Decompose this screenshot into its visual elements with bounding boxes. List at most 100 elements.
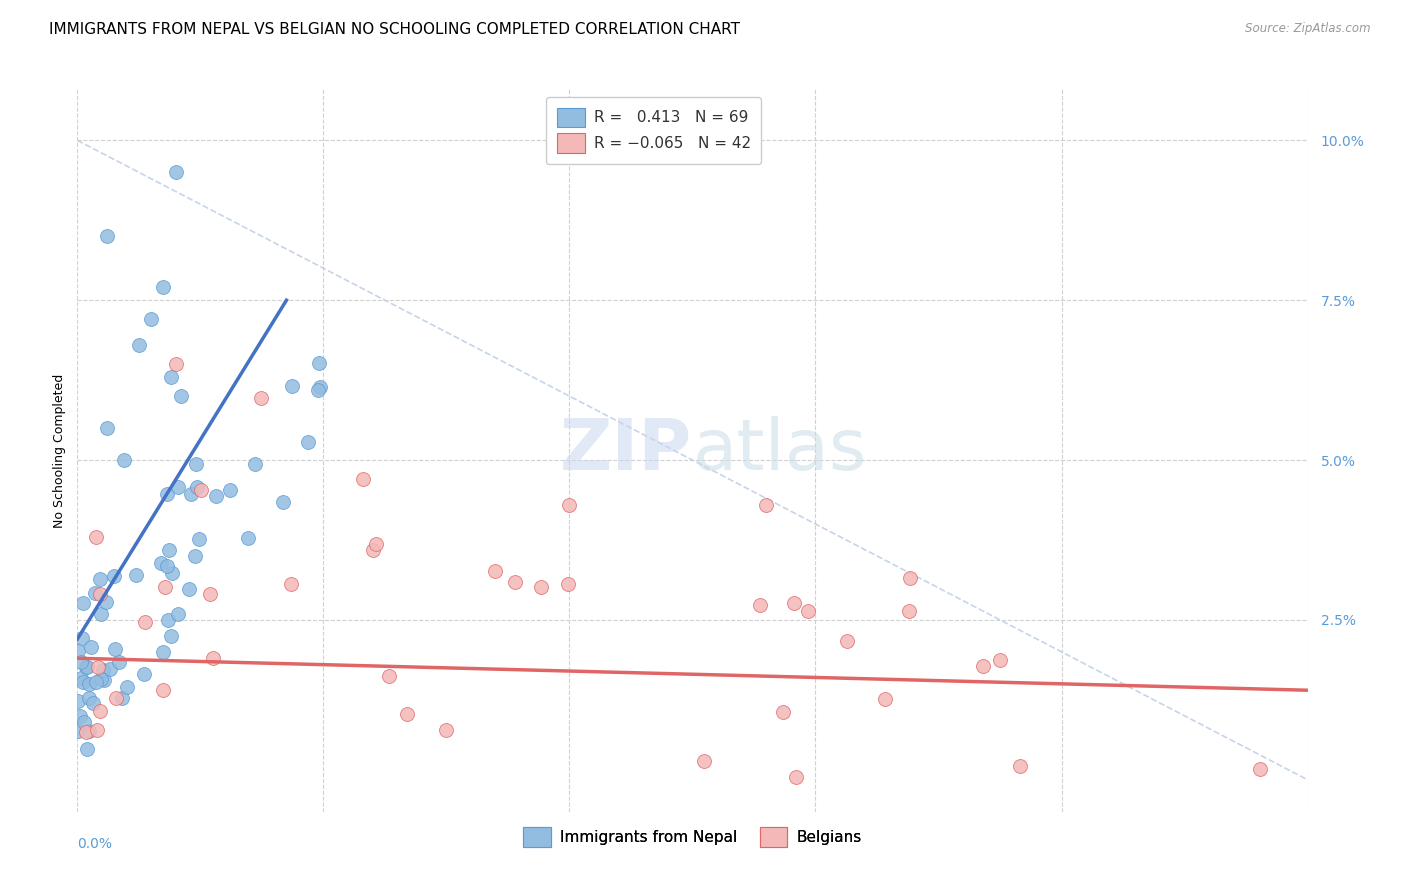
Point [557, 576, 579, 591]
Point [484, 564, 506, 578]
Point [530, 580, 553, 594]
Point [77, 691, 100, 706]
Point [1249, 762, 1271, 776]
Point [93, 673, 115, 687]
Point [152, 280, 174, 294]
Point [180, 486, 202, 500]
Point [165, 165, 187, 179]
Point [84, 674, 107, 689]
Point [167, 480, 190, 494]
Point [395, 706, 418, 721]
Point [72, 674, 94, 689]
Point [105, 690, 128, 705]
Point [75, 659, 97, 673]
Point [184, 549, 207, 563]
Point [352, 472, 374, 486]
Text: atlas: atlas [693, 416, 868, 485]
Point [112, 453, 135, 467]
Point [89, 704, 111, 718]
Point [160, 370, 183, 384]
Point [67, 693, 90, 707]
Point [69, 671, 91, 685]
Point [91, 663, 114, 677]
Point [73, 714, 96, 729]
Point [160, 566, 183, 580]
Y-axis label: No Schooling Completed: No Schooling Completed [53, 374, 66, 527]
Point [152, 683, 174, 698]
Point [361, 542, 384, 557]
Point [96, 421, 118, 435]
Point [749, 598, 772, 612]
Point [797, 604, 820, 618]
Point [141, 312, 163, 326]
Point [1008, 759, 1031, 773]
Point [200, 587, 222, 601]
Point [111, 690, 134, 705]
Point [77, 724, 100, 739]
Point [128, 338, 150, 352]
Point [307, 384, 329, 398]
Point [72, 596, 94, 610]
Point [156, 558, 179, 573]
Point [250, 392, 273, 406]
Point [309, 380, 332, 394]
Point [364, 537, 387, 551]
Point [67, 644, 90, 658]
Point [94, 595, 117, 609]
Point [972, 659, 994, 673]
Point [167, 607, 190, 621]
Point [186, 480, 208, 494]
Point [84, 586, 107, 600]
Point [76, 741, 98, 756]
Point [558, 498, 581, 512]
Point [434, 723, 457, 737]
Point [89, 572, 111, 586]
Point [157, 542, 180, 557]
Point [170, 389, 193, 403]
Point [898, 604, 921, 618]
Point [115, 680, 138, 694]
Point [84, 530, 107, 544]
Point [165, 357, 187, 371]
Point [103, 568, 125, 582]
Point [96, 229, 118, 244]
Point [772, 706, 794, 720]
Point [245, 457, 267, 471]
Point [124, 567, 146, 582]
Legend: Immigrants from Nepal, Belgians: Immigrants from Nepal, Belgians [516, 820, 869, 855]
Point [134, 615, 156, 629]
Point [204, 489, 226, 503]
Point [297, 434, 319, 449]
Point [107, 656, 129, 670]
Point [86, 660, 108, 674]
Point [160, 629, 183, 643]
Point [875, 692, 897, 706]
Point [69, 709, 91, 723]
Point [90, 607, 112, 621]
Point [202, 650, 225, 665]
Point [90, 672, 112, 686]
Point [785, 770, 807, 784]
Point [134, 667, 156, 681]
Point [177, 582, 200, 597]
Point [150, 556, 173, 570]
Point [152, 645, 174, 659]
Point [271, 495, 294, 509]
Point [80, 640, 103, 654]
Point [89, 587, 111, 601]
Point [308, 356, 330, 370]
Text: Source: ZipAtlas.com: Source: ZipAtlas.com [1246, 22, 1371, 36]
Point [86, 723, 108, 738]
Point [82, 696, 104, 710]
Text: 0.0%: 0.0% [77, 837, 112, 851]
Point [219, 483, 242, 497]
Point [755, 498, 778, 512]
Point [835, 633, 858, 648]
Point [104, 641, 127, 656]
Point [898, 571, 921, 585]
Point [190, 483, 212, 498]
Point [98, 662, 121, 676]
Point [186, 457, 208, 471]
Point [988, 653, 1011, 667]
Point [77, 676, 100, 690]
